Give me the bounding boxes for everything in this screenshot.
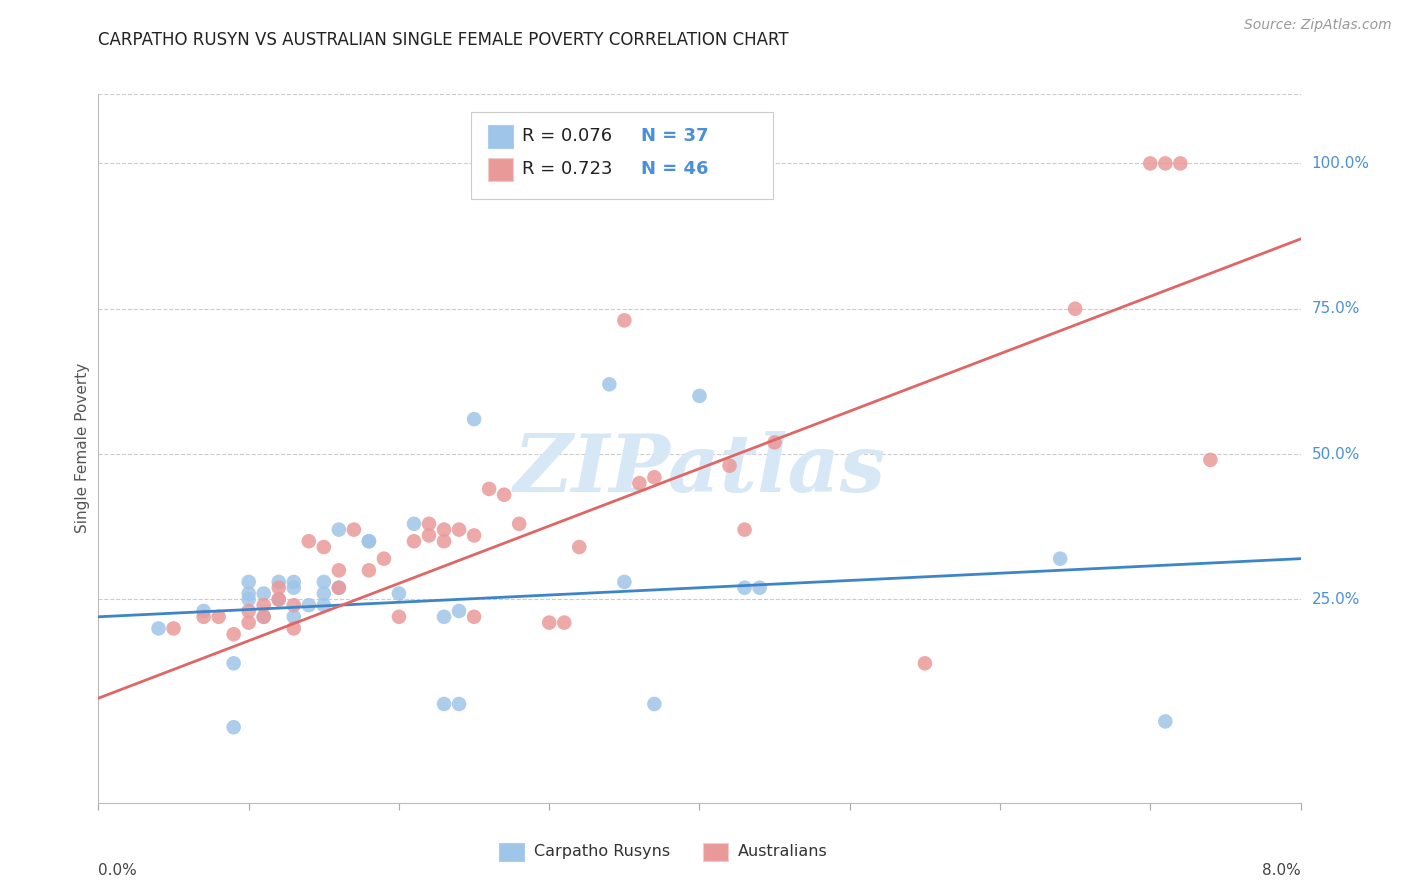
Text: R = 0.723: R = 0.723	[522, 161, 612, 178]
Point	[1064, 301, 1087, 316]
Point	[373, 551, 395, 566]
Point	[267, 581, 290, 595]
Point	[208, 609, 231, 624]
Point	[643, 697, 665, 711]
Point	[508, 516, 530, 531]
Point	[328, 563, 350, 577]
Point	[447, 604, 470, 618]
Point	[267, 592, 290, 607]
Point	[734, 581, 756, 595]
Point	[418, 516, 440, 531]
Point	[388, 609, 411, 624]
Text: Carpatho Rusyns: Carpatho Rusyns	[534, 845, 671, 859]
Point	[312, 598, 335, 612]
Point	[267, 574, 290, 589]
Point	[433, 523, 456, 537]
Point	[643, 470, 665, 484]
Text: N = 37: N = 37	[641, 128, 709, 145]
Point	[283, 574, 305, 589]
Text: N = 46: N = 46	[641, 161, 709, 178]
Text: Australians: Australians	[738, 845, 828, 859]
Point	[748, 581, 770, 595]
Point	[283, 622, 305, 636]
Point	[238, 592, 260, 607]
Point	[463, 609, 485, 624]
Text: 0.0%: 0.0%	[98, 863, 138, 878]
Point	[148, 622, 170, 636]
Point	[283, 609, 305, 624]
Point	[494, 488, 516, 502]
Point	[238, 615, 260, 630]
Text: ZIPatlas: ZIPatlas	[513, 431, 886, 508]
Point	[388, 586, 411, 600]
Point	[238, 574, 260, 589]
Point	[914, 657, 936, 671]
Point	[357, 534, 380, 549]
Point	[553, 615, 575, 630]
Point	[328, 581, 350, 595]
Point	[568, 540, 591, 554]
Point	[598, 377, 620, 392]
Point	[283, 598, 305, 612]
Text: CARPATHO RUSYN VS AUSTRALIAN SINGLE FEMALE POVERTY CORRELATION CHART: CARPATHO RUSYN VS AUSTRALIAN SINGLE FEMA…	[98, 31, 789, 49]
Point	[343, 523, 366, 537]
Point	[193, 609, 215, 624]
Point	[267, 592, 290, 607]
Point	[328, 581, 350, 595]
Point	[1154, 714, 1177, 729]
Point	[222, 720, 245, 734]
Point	[402, 516, 425, 531]
Point	[613, 574, 636, 589]
Point	[763, 435, 786, 450]
Point	[162, 622, 184, 636]
Text: 50.0%: 50.0%	[1312, 447, 1360, 461]
Point	[1168, 156, 1191, 170]
Point	[298, 534, 321, 549]
Point	[222, 657, 245, 671]
Text: R = 0.076: R = 0.076	[522, 128, 612, 145]
Point	[253, 598, 276, 612]
Point	[253, 586, 276, 600]
Point	[447, 523, 470, 537]
Point	[1199, 453, 1222, 467]
Point	[312, 574, 335, 589]
Y-axis label: Single Female Poverty: Single Female Poverty	[75, 363, 90, 533]
Point	[402, 534, 425, 549]
Point	[238, 586, 260, 600]
Point	[628, 476, 651, 491]
Point	[688, 389, 710, 403]
Point	[433, 697, 456, 711]
Point	[433, 534, 456, 549]
Point	[1139, 156, 1161, 170]
Point	[253, 609, 276, 624]
Point	[357, 563, 380, 577]
Point	[418, 528, 440, 542]
Point	[433, 609, 456, 624]
Point	[447, 697, 470, 711]
Text: 100.0%: 100.0%	[1312, 156, 1369, 171]
Point	[478, 482, 501, 496]
Point	[463, 528, 485, 542]
Point	[1049, 551, 1071, 566]
Point	[463, 412, 485, 426]
Point	[253, 609, 276, 624]
Point	[312, 540, 335, 554]
Point	[718, 458, 741, 473]
Point	[283, 581, 305, 595]
Point	[238, 604, 260, 618]
Point	[222, 627, 245, 641]
Point	[328, 523, 350, 537]
Point	[312, 586, 335, 600]
Point	[357, 534, 380, 549]
Point	[613, 313, 636, 327]
Text: 8.0%: 8.0%	[1261, 863, 1301, 878]
Point	[538, 615, 561, 630]
Point	[193, 604, 215, 618]
Text: 25.0%: 25.0%	[1312, 592, 1360, 607]
Point	[1154, 156, 1177, 170]
Point	[734, 523, 756, 537]
Point	[298, 598, 321, 612]
Text: 75.0%: 75.0%	[1312, 301, 1360, 317]
Text: Source: ZipAtlas.com: Source: ZipAtlas.com	[1244, 18, 1392, 32]
